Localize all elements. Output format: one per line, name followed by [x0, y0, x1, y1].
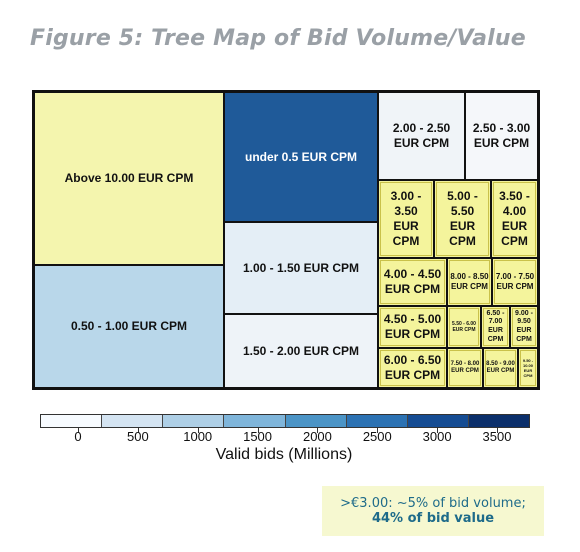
colorbar-tick — [437, 427, 439, 433]
colorbar-segment — [468, 415, 529, 427]
treemap-cell: 5.00 - 5.50 EUR CPM — [434, 180, 491, 258]
colorbar-tick — [197, 427, 199, 433]
colorbar-tick — [257, 427, 259, 433]
treemap-cell: 3.00 - 3.50 EUR CPM — [378, 180, 434, 258]
colorbar-segment — [102, 415, 164, 427]
colorbar-segment — [41, 415, 103, 427]
colorbar-tick-label: 0 — [74, 429, 82, 444]
colorbar-tick — [317, 427, 319, 433]
colorbar-tick-label: 3500 — [482, 429, 512, 444]
colorbar-tick-label: 3000 — [422, 429, 452, 444]
treemap-cell: 1.00 - 1.50 EUR CPM — [224, 222, 378, 314]
treemap-cell: 0.50 - 1.00 EUR CPM — [34, 265, 224, 388]
colorbar-tick — [137, 427, 139, 433]
colorbar-segment — [407, 415, 469, 427]
colorbar-tick-label: 2500 — [362, 429, 392, 444]
treemap-cell: 9.00 - 9.50 EUR CPM — [510, 306, 538, 348]
note-line-1: >€3.00: ~5% of bid volume; — [340, 496, 526, 511]
treemap-cell: 7.00 - 7.50 EUR CPM — [492, 258, 538, 306]
treemap-cell: 6.00 - 6.50 EUR CPM — [378, 348, 447, 388]
colorbar-segment — [285, 415, 347, 427]
treemap-cell: 8.00 - 8.50 EUR CPM — [447, 258, 492, 306]
colorbar-label: Valid bids (Millions) — [215, 446, 353, 463]
treemap-cell: under 0.5 EUR CPM — [224, 92, 378, 222]
treemap-cell: 3.50 - 4.00 EUR CPM — [491, 180, 538, 258]
treemap-cell: Above 10.00 EUR CPM — [34, 92, 224, 265]
treemap-cell: 2.50 - 3.00 EUR CPM — [465, 92, 538, 180]
treemap-cell: 4.50 - 5.00 EUR CPM — [378, 306, 447, 348]
colorbar-segment — [346, 415, 408, 427]
treemap-cell: 8.50 - 9.00 EUR CPM — [483, 348, 518, 388]
note-line-2: 44% of bid value — [371, 511, 495, 526]
colorbar-tick-label: 1500 — [243, 429, 273, 444]
colorbar-segment — [163, 415, 225, 427]
treemap-cell: 2.00 - 2.50 EUR CPM — [378, 92, 465, 180]
treemap-chart: Above 10.00 EUR CPM 0.50 - 1.00 EUR CPM un… — [32, 90, 540, 390]
value-note: >€3.00: ~5% of bid volume; 44% of bid va… — [322, 486, 544, 536]
colorbar-segment — [224, 415, 286, 427]
colorbar-tick-label: 2000 — [302, 429, 332, 444]
treemap-cell: 9.50 - 10.00 EUR CPM — [518, 348, 538, 388]
treemap-cell: 4.00 - 4.50 EUR CPM — [378, 258, 447, 306]
colorbar-tick — [377, 427, 379, 433]
figure-title: Figure 5: Tree Map of Bid Volume/Value — [30, 26, 526, 51]
treemap-cell: 6.50 - 7.00 EUR CPM — [481, 306, 510, 348]
colorbar-tick-label: 500 — [126, 429, 149, 444]
treemap-cell: 1.50 - 2.00 EUR CPM — [224, 314, 378, 388]
treemap-cell: 5.50 - 6.00 EUR CPM — [447, 306, 481, 348]
colorbar-tick — [78, 427, 79, 433]
colorbar — [40, 414, 530, 428]
colorbar-tick-label: 1000 — [183, 429, 213, 444]
treemap-cell: 7.50 - 8.00 EUR CPM — [447, 348, 483, 388]
colorbar-tick — [497, 427, 498, 433]
